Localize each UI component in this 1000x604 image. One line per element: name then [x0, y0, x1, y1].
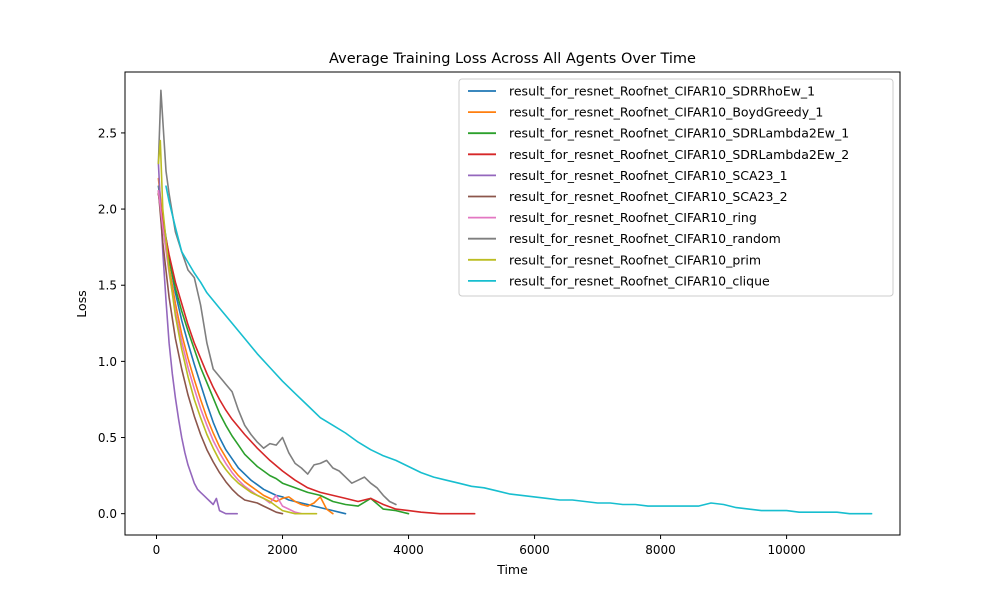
x-tick-label: 8000	[645, 543, 676, 557]
legend-label: result_for_resnet_Roofnet_CIFAR10_clique	[509, 273, 770, 288]
y-axis-ticks: 0.0 0.5 1.0 1.5 2.0 2.5	[98, 126, 125, 521]
y-tick-label: 2.0	[98, 203, 117, 217]
series-line-10	[165, 185, 873, 515]
y-tick-label: 1.0	[98, 355, 117, 369]
x-tick-label: 2000	[267, 543, 298, 557]
legend-label: result_for_resnet_Roofnet_CIFAR10_SCA23_…	[509, 168, 788, 183]
legend-label: result_for_resnet_Roofnet_CIFAR10_ring	[509, 210, 757, 225]
x-tick-label: 0	[153, 543, 161, 557]
series-line-5	[157, 162, 238, 515]
series-line-8	[157, 89, 397, 506]
legend-box	[458, 78, 894, 297]
legend-label: result_for_resnet_Roofnet_CIFAR10_SDRLam…	[509, 126, 849, 141]
y-axis-label: Loss	[74, 290, 89, 317]
y-tick-label: 2.5	[98, 126, 117, 140]
y-tick-label: 0.5	[98, 431, 117, 445]
x-axis-ticks: 0 2000 4000 6000 8000 10000	[153, 535, 806, 557]
series-line-2	[157, 177, 334, 515]
series-line-6	[157, 190, 284, 515]
chart-title: Average Training Loss Across All Agents …	[329, 51, 696, 67]
legend-label: result_for_resnet_Roofnet_CIFAR10_SCA23_…	[509, 189, 788, 204]
plot-frame	[124, 71, 901, 536]
legend-label: result_for_resnet_Roofnet_CIFAR10_random	[509, 231, 781, 246]
series-line-7	[157, 190, 303, 515]
x-axis-label: Time	[496, 562, 528, 577]
series-lines	[157, 89, 873, 515]
y-tick-label: 1.5	[98, 279, 117, 293]
series-line-9	[157, 139, 318, 515]
legend-label: result_for_resnet_Roofnet_CIFAR10_BoydGr…	[509, 105, 823, 120]
legend-label: result_for_resnet_Roofnet_CIFAR10_prim	[509, 252, 761, 267]
y-tick-label: 0.0	[98, 507, 117, 521]
legend: result_for_resnet_Roofnet_CIFAR10_SDRRho…	[458, 78, 894, 297]
legend-label: result_for_resnet_Roofnet_CIFAR10_SDRRho…	[509, 84, 815, 99]
x-tick-label: 6000	[519, 543, 550, 557]
legend-label: result_for_resnet_Roofnet_CIFAR10_SDRLam…	[509, 147, 849, 162]
series-line-1	[157, 185, 347, 515]
x-tick-label: 4000	[393, 543, 424, 557]
series-line-3	[157, 193, 410, 515]
x-tick-label: 10000	[767, 543, 805, 557]
series-line-4	[157, 193, 476, 515]
